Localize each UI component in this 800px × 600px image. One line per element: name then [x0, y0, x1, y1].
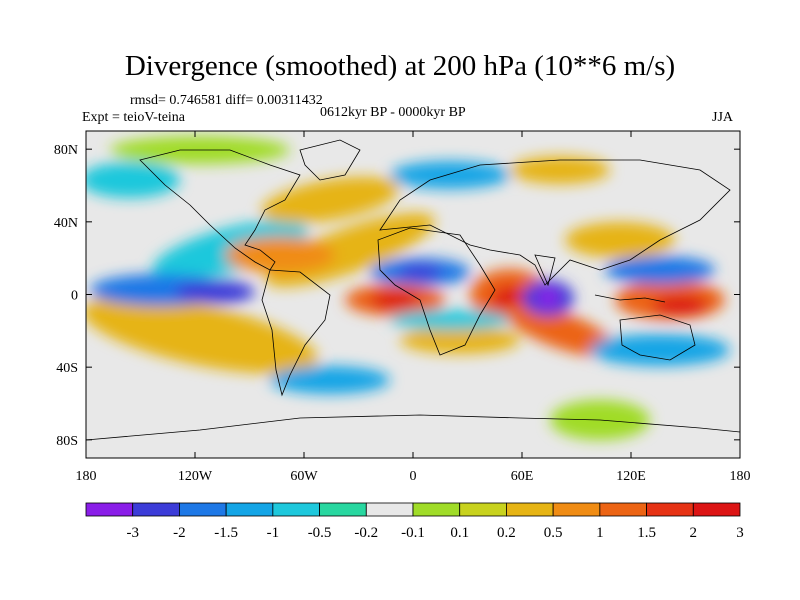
colorbar-label-3: -1	[267, 525, 280, 541]
colorbar-label-2: -1.5	[214, 525, 238, 541]
colorbar-label-10: 1	[596, 525, 604, 541]
colorbar-box-7	[412, 502, 461, 517]
colorbar-label-8: 0.2	[497, 525, 516, 541]
colorbar-label-7: 0.1	[450, 525, 469, 541]
colorbar-box-11	[599, 502, 647, 517]
chart-title: Divergence (smoothed) at 200 hPa (10**6 …	[124, 50, 676, 82]
coastlines	[86, 139, 740, 441]
colorbar-label-0: -3	[126, 525, 139, 541]
colorbar-box-8	[459, 502, 507, 517]
stats-text: rmsd= 0.746581 diff= 0.00311432	[130, 93, 323, 108]
colorbar-label-13: 3	[736, 525, 744, 541]
y-tick-label-2: 0	[71, 289, 78, 304]
colorbar-label-1: -2	[173, 525, 186, 541]
colorbar-label-12: 2	[690, 525, 698, 541]
y-tick-label-4: 80S	[56, 434, 78, 449]
colorbar-label-6: -0.1	[401, 525, 425, 541]
x-tick-label-2: 60W	[290, 469, 318, 484]
x-tick-label-3: 0	[410, 469, 417, 484]
colorbar-box-12	[646, 502, 694, 517]
x-tick-label-0: 180	[76, 469, 97, 484]
y-tick-label-0: 80N	[54, 143, 78, 158]
colorbar-box-13	[692, 502, 741, 517]
axes: 180 120W 60W 0 60E 120E 180 80N 40N 0 40S 80S	[54, 131, 751, 484]
x-tick-label-1: 120W	[178, 469, 213, 484]
experiment-label: Expt = teioV-teina	[82, 110, 186, 125]
period-label: 0612kyr BP - 0000kyr BP	[320, 105, 466, 120]
colorbar-label-11: 1.5	[637, 525, 656, 541]
divergence-field	[86, 136, 730, 440]
x-tick-label-6: 180	[730, 469, 751, 484]
colorbar-box-5	[319, 502, 367, 517]
y-tick-label-1: 40N	[54, 216, 78, 231]
season-label: JJA	[712, 110, 734, 125]
y-tick-label-3: 40S	[56, 361, 78, 376]
x-tick-label-4: 60E	[511, 469, 534, 484]
colorbar-box-1	[132, 502, 180, 517]
colorbar-label-4: -0.5	[308, 525, 332, 541]
colorbar-box-2	[179, 502, 227, 517]
colorbar-label-5: -0.2	[354, 525, 378, 541]
colorbar-box-0	[85, 502, 134, 517]
colorbar-box-3	[225, 502, 274, 517]
x-tick-label-5: 120E	[616, 469, 646, 484]
colorbar-box-9	[506, 502, 554, 517]
colorbar-box-10	[552, 502, 601, 517]
colorbar: -3 -2 -1.5 -1 -0.5 -0.2 -0.1 0.1 0.2 0.5 1 1.5 2 3	[85, 502, 744, 541]
colorbar-box-4	[272, 502, 320, 517]
colorbar-box-6	[365, 502, 414, 517]
colorbar-label-9: 0.5	[544, 525, 563, 541]
